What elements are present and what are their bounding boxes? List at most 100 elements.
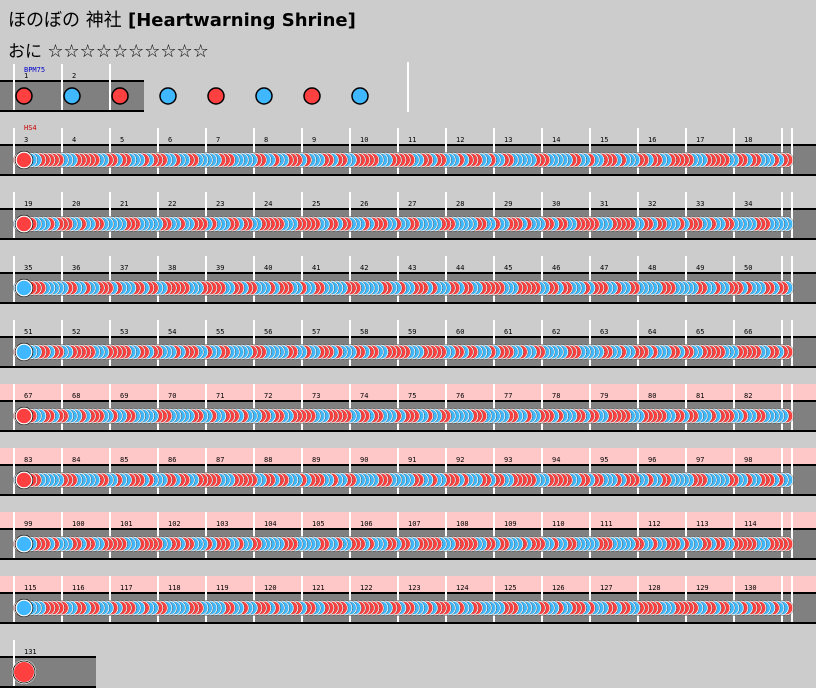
measure-number: 100: [72, 520, 85, 528]
measure-number: 128: [648, 584, 661, 592]
measure-number: 108: [456, 520, 469, 528]
measure-number: 124: [456, 584, 469, 592]
measure-number: 105: [312, 520, 325, 528]
hs-label: HS4: [24, 124, 37, 132]
ka-note: [255, 87, 273, 105]
measure-number: 27: [408, 200, 416, 208]
measure-number: 33: [696, 200, 704, 208]
measure-number: 59: [408, 328, 416, 336]
measure-number: 69: [120, 392, 128, 400]
measure-number: 107: [408, 520, 421, 528]
note-outline: [14, 278, 34, 298]
gogo-band: [0, 576, 816, 592]
measure-number: 62: [552, 328, 560, 336]
measure-number: 30: [552, 200, 560, 208]
ka-note: [15, 279, 33, 297]
measure-number: 39: [216, 264, 224, 272]
measure-number: 71: [216, 392, 224, 400]
don-note: [303, 87, 321, 105]
measure-number: 3: [24, 136, 28, 144]
measure-number: 111: [600, 520, 613, 528]
measure-number: 25: [312, 200, 320, 208]
measure-number: 114: [744, 520, 757, 528]
measure-number: 19: [24, 200, 32, 208]
measure-number: 74: [360, 392, 368, 400]
measure-number: 6: [168, 136, 172, 144]
measure-number: 113: [696, 520, 709, 528]
measure-number: 67: [24, 392, 32, 400]
big-don-outline: [12, 660, 36, 684]
measure-number: 49: [696, 264, 704, 272]
measure-number: 51: [24, 328, 32, 336]
measure-number: 12: [456, 136, 464, 144]
don-note: [15, 215, 33, 233]
don-note: [111, 87, 129, 105]
measure-number: 66: [744, 328, 752, 336]
measure-number: 24: [264, 200, 272, 208]
measure-number: 84: [72, 456, 80, 464]
measure-number: 31: [600, 200, 608, 208]
measure-number: 17: [696, 136, 704, 144]
measure-number: 117: [120, 584, 133, 592]
measure-number: 10: [360, 136, 368, 144]
measure-number: 54: [168, 328, 176, 336]
note-outline: [14, 406, 34, 426]
measure-number: 72: [264, 392, 272, 400]
ka-note: [159, 87, 177, 105]
measure-number: 99: [24, 520, 32, 528]
measure-number: 43: [408, 264, 416, 272]
measure-number: 102: [168, 520, 181, 528]
difficulty-label: おに: [8, 42, 42, 62]
measure-number: 9: [312, 136, 316, 144]
measure-number: 98: [744, 456, 752, 464]
measure-number: 46: [552, 264, 560, 272]
measure-number: 81: [696, 392, 704, 400]
measure-number: 7: [216, 136, 220, 144]
gogo-band: [0, 512, 816, 528]
measure-number: 96: [648, 456, 656, 464]
measure-number: 122: [360, 584, 373, 592]
measure-number: 58: [360, 328, 368, 336]
measure-number: 86: [168, 456, 176, 464]
measure-number: 126: [552, 584, 565, 592]
measure-number: 118: [168, 584, 181, 592]
measure-number: 34: [744, 200, 752, 208]
measure-number: 15: [600, 136, 608, 144]
note-outline: [14, 598, 34, 618]
measure-number: 77: [504, 392, 512, 400]
measure-number: 55: [216, 328, 224, 336]
ka-note: [15, 599, 33, 617]
measure-number: 123: [408, 584, 421, 592]
measure-number: 68: [72, 392, 80, 400]
measure-number: 91: [408, 456, 416, 464]
measure-number: 130: [744, 584, 757, 592]
song-title-jp: ほのぼの 神社: [8, 10, 122, 31]
ka-note: [15, 343, 33, 361]
measure-number: 29: [504, 200, 512, 208]
measure-number: 64: [648, 328, 656, 336]
measure-number: 106: [360, 520, 373, 528]
measure-number: 26: [360, 200, 368, 208]
measure-number: 42: [360, 264, 368, 272]
measure-number: 37: [120, 264, 128, 272]
measure-number: 35: [24, 264, 32, 272]
measure-number: 83: [24, 456, 32, 464]
measure-number: 131: [24, 648, 37, 656]
song-title: ほのぼの 神社 [Heartwarning Shrine]: [8, 6, 356, 32]
measure-number: 36: [72, 264, 80, 272]
gogo-band: [0, 448, 816, 464]
measure-number: 56: [264, 328, 272, 336]
measure-number: 75: [408, 392, 416, 400]
measure-number: 97: [696, 456, 704, 464]
measure-number: 47: [600, 264, 608, 272]
measure-number: 70: [168, 392, 176, 400]
measure-number: 127: [600, 584, 613, 592]
measure-number: 116: [72, 584, 85, 592]
note-outline: [14, 342, 34, 362]
measure-number: 40: [264, 264, 272, 272]
measure-number: 89: [312, 456, 320, 464]
measure-number: 16: [648, 136, 656, 144]
measure-number: 94: [552, 456, 560, 464]
don-note: [15, 151, 33, 169]
